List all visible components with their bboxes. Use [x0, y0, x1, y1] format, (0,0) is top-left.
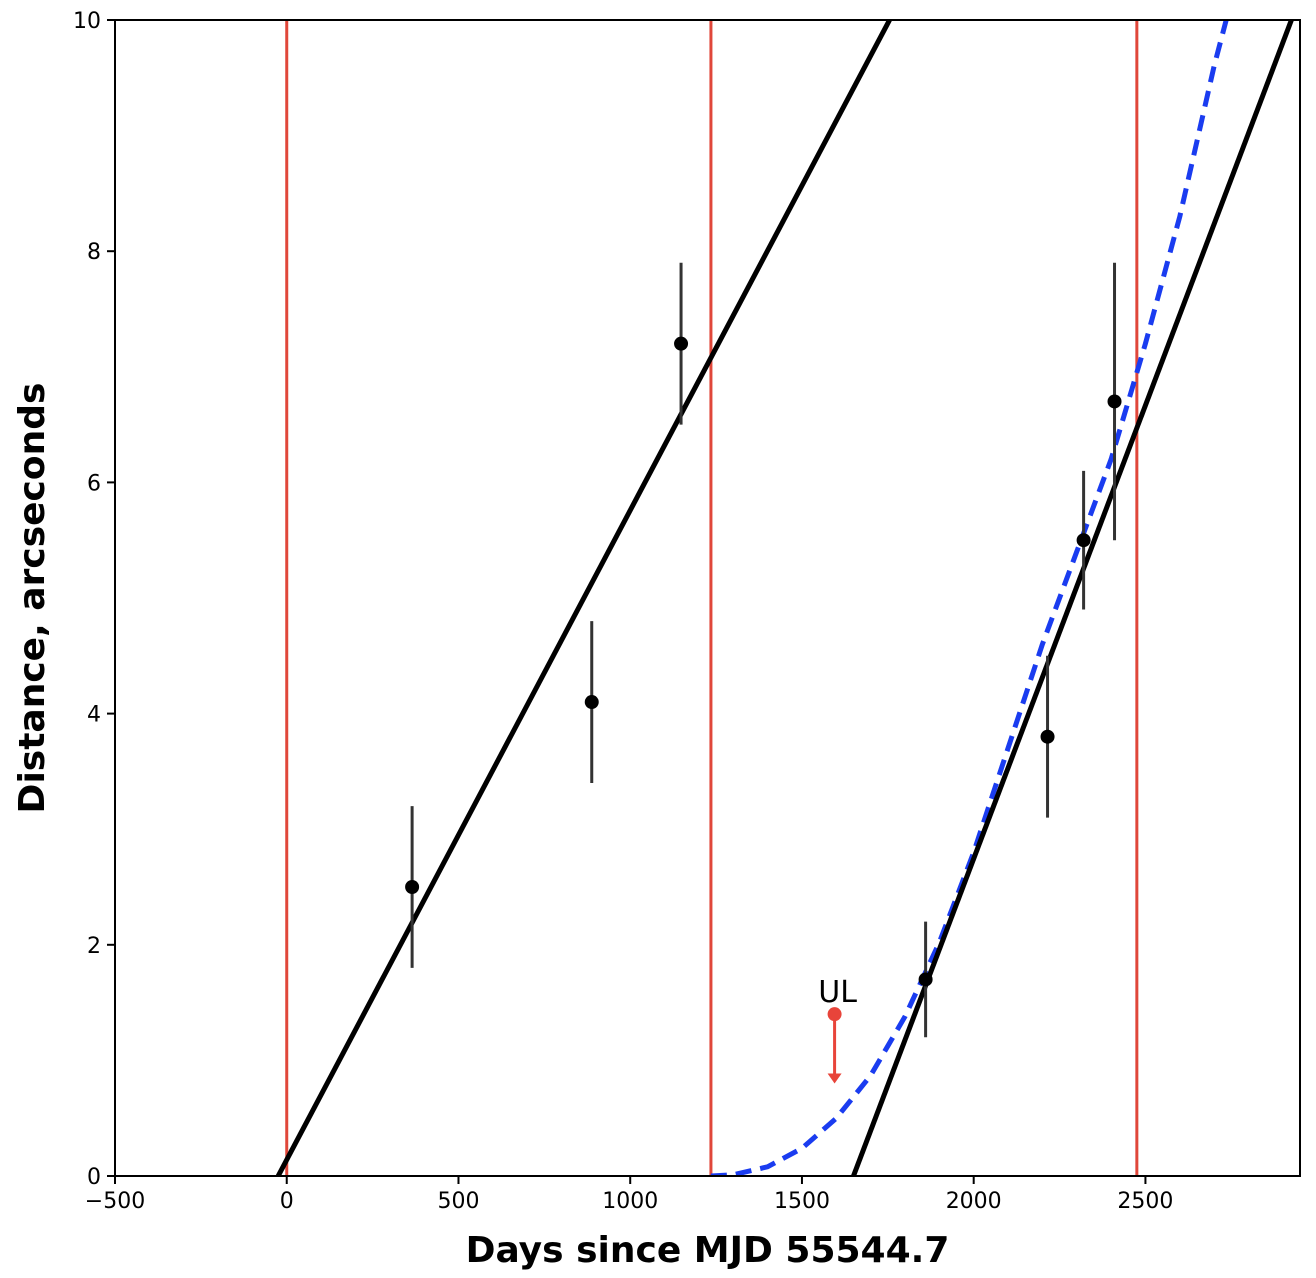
x-tick-label-0: −500 [85, 1189, 145, 1214]
y-tick-label-2: 4 [87, 703, 101, 728]
x-tick-label-3: 1000 [602, 1189, 658, 1214]
x-tick-label-2: 500 [437, 1189, 479, 1214]
x-tick-label-4: 1500 [774, 1189, 830, 1214]
plot-frame [114, 19, 1301, 1177]
data-point-0 [405, 880, 420, 894]
y-axis-title: Distance, arcseconds [12, 383, 53, 814]
data-point-2 [674, 336, 689, 351]
data-point-6 [1107, 394, 1122, 409]
data-point-1 [584, 695, 599, 710]
data-point-5 [1076, 533, 1091, 548]
y-tick-label-1: 2 [87, 934, 101, 959]
upper-limit-point [827, 1007, 842, 1022]
x-tick-label-6: 2500 [1117, 1189, 1173, 1214]
upper-limit-arrow-head [827, 1073, 842, 1084]
upper-limit-label: UL [818, 975, 857, 1010]
fit-line-0 [275, 20, 892, 1176]
x-tick-label-5: 2000 [946, 1189, 1002, 1214]
y-tick-label-5: 10 [73, 9, 101, 34]
y-tick-label-0: 0 [87, 1165, 101, 1190]
x-tick-label-1: 0 [280, 1189, 294, 1214]
data-point-3 [918, 972, 933, 987]
y-tick-label-3: 6 [87, 471, 101, 496]
fit-line-1 [851, 20, 1294, 1176]
dashed-curve [710, 20, 1229, 1176]
y-tick-label-4: 8 [87, 240, 101, 265]
data-point-4 [1040, 729, 1055, 744]
x-axis-title: Days since MJD 55544.7 [466, 1230, 950, 1271]
plot-content: UL [275, 20, 1294, 1176]
